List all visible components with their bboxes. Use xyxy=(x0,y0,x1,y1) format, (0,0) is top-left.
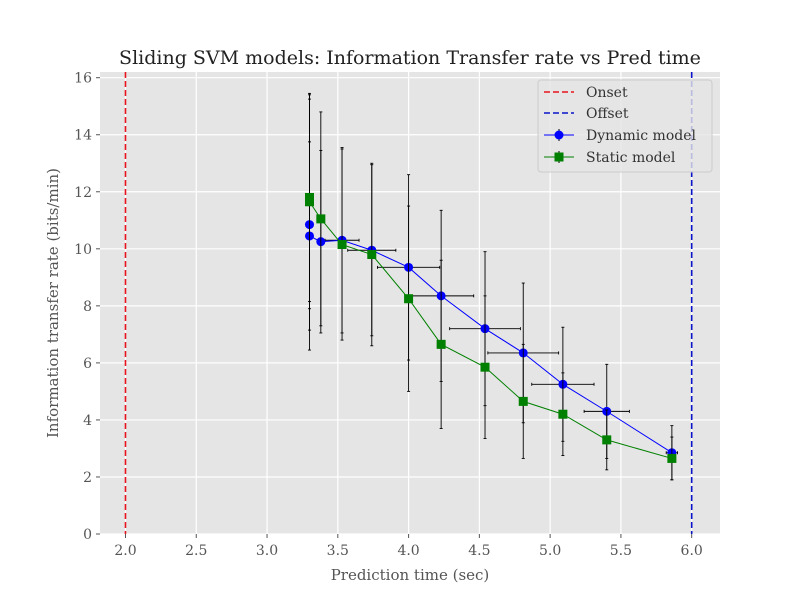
legend-dynamic-label: Dynamic model xyxy=(586,128,696,144)
y-tick-label: 6 xyxy=(83,356,92,372)
y-axis-ticks: 0 2 4 6 8 10 12 14 16 xyxy=(74,71,100,543)
series-layer xyxy=(304,92,678,481)
chart-title: Sliding SVM models: Information Transfer… xyxy=(119,47,701,69)
y-tick-label: 12 xyxy=(74,185,92,201)
x-tick-label: 4.5 xyxy=(468,543,490,559)
legend-offset-label: Offset xyxy=(586,106,629,122)
x-axis-label: Prediction time (sec) xyxy=(331,566,490,584)
static-model-point xyxy=(518,396,528,406)
static-model-point xyxy=(337,240,347,250)
static-model-point xyxy=(667,453,677,463)
x-tick-label: 2.0 xyxy=(114,543,136,559)
x-tick-label: 6.0 xyxy=(681,543,703,559)
x-axis-ticks: 2.0 2.5 3.0 3.5 4.0 4.5 5.0 5.5 6.0 xyxy=(114,534,703,559)
x-tick-label: 4.0 xyxy=(397,543,419,559)
static-model-point xyxy=(602,435,612,445)
static-model-series xyxy=(304,92,677,481)
static-model-point xyxy=(480,362,490,372)
x-tick-label: 3.5 xyxy=(327,543,349,559)
legend-box xyxy=(537,79,713,173)
legend-dynamic-swatch-marker xyxy=(554,130,564,140)
y-tick-label: 2 xyxy=(83,470,92,486)
static-model-point xyxy=(558,409,568,419)
x-tick-label: 3.0 xyxy=(256,543,278,559)
static-model-point xyxy=(304,197,314,207)
x-tick-label: 5.5 xyxy=(610,543,632,559)
x-tick-label: 5.0 xyxy=(539,543,561,559)
y-axis-label: Information transfer rate (bits/min) xyxy=(44,168,62,438)
legend: Onset Offset Dynamic model Static model xyxy=(537,79,713,173)
y-tick-label: 10 xyxy=(74,242,92,258)
y-tick-label: 8 xyxy=(83,299,92,315)
x-tick-label: 2.5 xyxy=(185,543,207,559)
static-model-point xyxy=(436,339,446,349)
legend-onset-label: Onset xyxy=(586,85,628,101)
static-model-point xyxy=(367,250,377,260)
y-tick-label: 0 xyxy=(83,527,92,543)
y-tick-label: 16 xyxy=(74,71,92,87)
legend-static-swatch-marker xyxy=(554,152,564,162)
static-model-point xyxy=(404,294,414,304)
static-model-point xyxy=(316,214,326,224)
y-tick-label: 14 xyxy=(74,128,92,144)
y-tick-label: 4 xyxy=(83,413,92,429)
legend-static-label: Static model xyxy=(586,150,676,166)
